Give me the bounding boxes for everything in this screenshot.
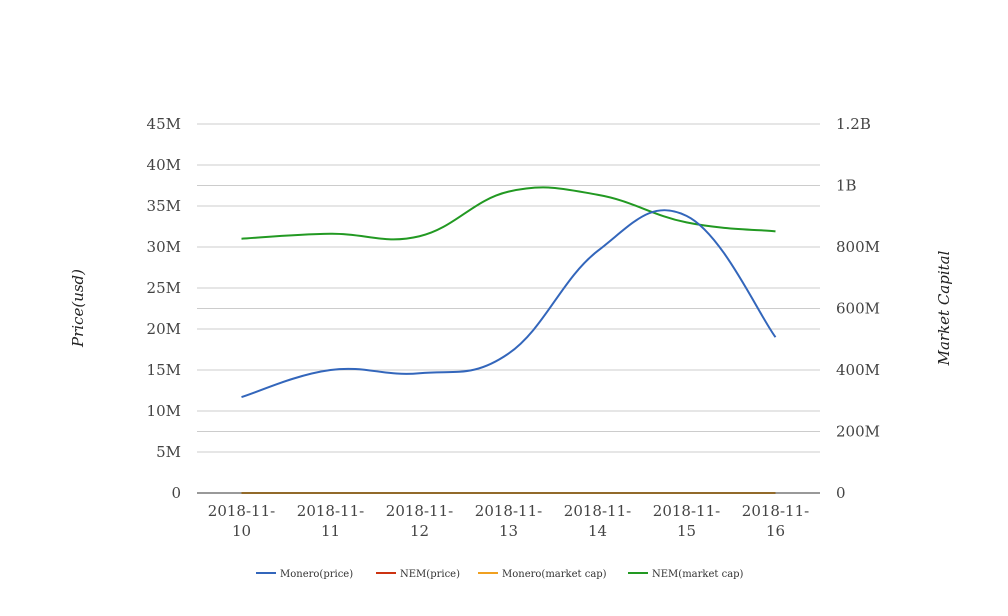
left-tick-label: 40M xyxy=(147,156,181,174)
left-tick-label: 25M xyxy=(147,279,181,297)
right-axis-title: Market Capital xyxy=(935,250,953,366)
legend: Monero(price) NEM(price) Monero(market cap… xyxy=(256,569,744,580)
x-tick-label: 2018-11-15 xyxy=(653,502,720,540)
left-tick-label: 35M xyxy=(147,197,181,215)
left-axis-title: Price(usd) xyxy=(69,269,87,348)
right-tick-label: 1.2B xyxy=(836,115,871,133)
x-tick-label: 2018-11-11 xyxy=(297,502,364,540)
right-tick-label: 200M xyxy=(836,423,880,441)
left-tick-label: 20M xyxy=(147,320,181,338)
legend-label: Monero(price) xyxy=(280,569,353,580)
right-tick-label: 1B xyxy=(836,177,857,195)
left-tick-label: 10M xyxy=(147,402,181,420)
grid-lines xyxy=(197,123,820,453)
legend-label: Monero(market cap) xyxy=(502,569,607,580)
legend-item: Monero(market cap) xyxy=(478,569,607,580)
left-tick-label: 30M xyxy=(147,238,181,256)
legend-item: NEM(price) xyxy=(376,569,460,580)
x-tick-label: 2018-11-10 xyxy=(208,502,275,540)
x-axis-ticks: 2018-11-10 2018-11-11 2018-11-12 2018-11-13… xyxy=(208,502,809,540)
left-tick-label: 15M xyxy=(147,361,181,379)
left-tick-label: 45M xyxy=(147,115,181,133)
x-tick-label: 2018-11-16 xyxy=(742,502,809,540)
left-tick-label: 5M xyxy=(156,443,181,461)
left-axis-ticks: 0 5M 10M 15M 20M 25M 30M 35M 40M 45M xyxy=(147,115,181,502)
x-tick-label: 2018-11-13 xyxy=(475,502,542,540)
series-lines xyxy=(241,186,777,495)
right-tick-label: 0 xyxy=(836,484,846,502)
legend-label: NEM(price) xyxy=(400,569,460,580)
series-line-nem-market-cap xyxy=(241,186,776,241)
legend-label: NEM(market cap) xyxy=(652,569,744,580)
right-axis-ticks: 0 200M 400M 600M 800M 1B 1.2B xyxy=(836,115,880,502)
series-line-monero-price xyxy=(241,209,777,399)
right-tick-label: 600M xyxy=(836,300,880,318)
legend-item: NEM(market cap) xyxy=(628,569,744,580)
x-tick-label: 2018-11-14 xyxy=(564,502,631,540)
x-tick-label: 2018-11-12 xyxy=(386,502,453,540)
legend-item: Monero(price) xyxy=(256,569,353,580)
right-tick-label: 400M xyxy=(836,361,880,379)
left-tick-label: 0 xyxy=(171,484,181,502)
right-tick-label: 800M xyxy=(836,238,880,256)
